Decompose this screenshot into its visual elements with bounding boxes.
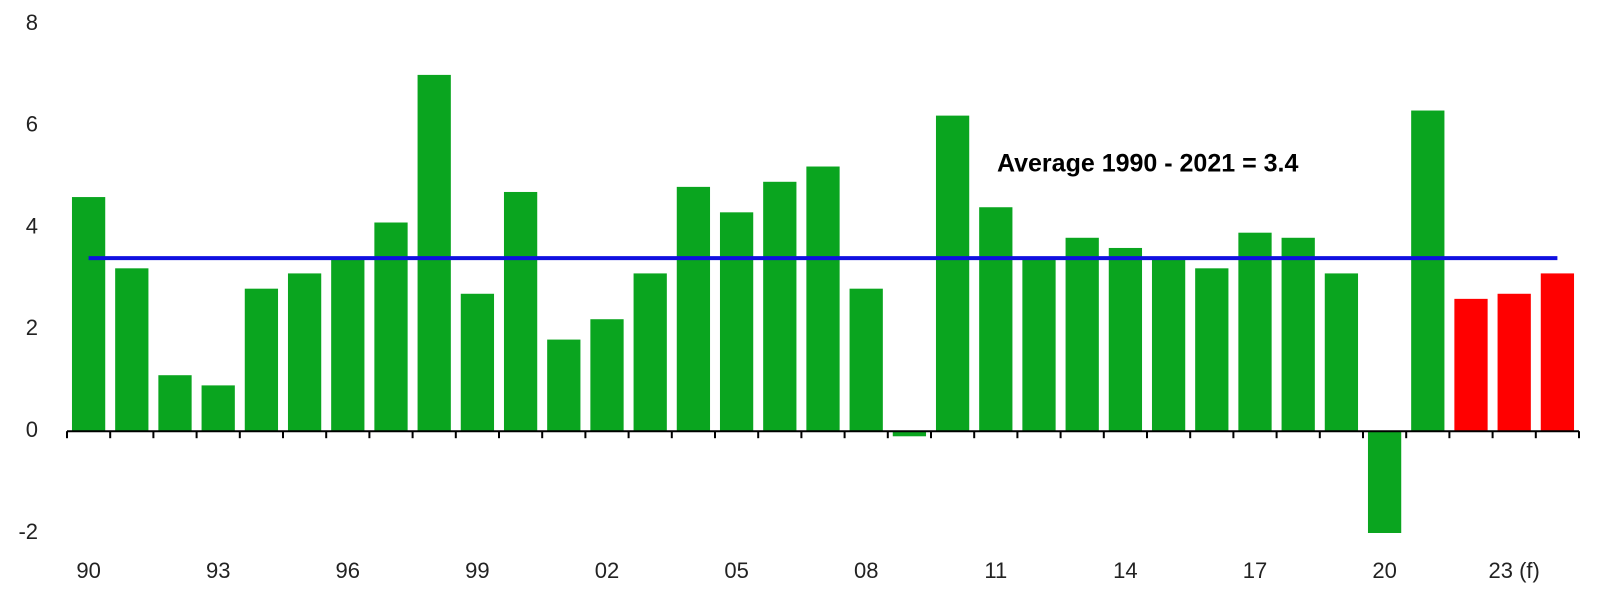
y-tick-label: 8 — [26, 10, 38, 35]
bar — [590, 319, 624, 432]
bar — [1367, 431, 1402, 533]
bar — [503, 191, 538, 432]
bar — [1454, 298, 1488, 432]
bar — [547, 339, 581, 432]
y-tick-label: 0 — [26, 417, 38, 442]
y-tick-label: -2 — [18, 519, 38, 544]
bar — [1108, 247, 1143, 432]
bar — [1411, 110, 1445, 432]
bar — [1151, 258, 1186, 432]
bar — [1281, 237, 1315, 432]
bar — [201, 385, 235, 432]
bar — [1022, 258, 1056, 432]
bar — [849, 288, 883, 432]
bar — [806, 166, 840, 432]
x-tick-label: 05 — [724, 558, 748, 583]
bar — [331, 258, 365, 432]
bar — [287, 273, 322, 432]
x-tick-label: 93 — [206, 558, 230, 583]
x-tick-label: 11 — [984, 558, 1007, 583]
y-tick-label: 6 — [26, 112, 38, 137]
x-tick-label: 96 — [336, 558, 360, 583]
x-tick-label: 17 — [1243, 558, 1267, 583]
bar — [1065, 237, 1099, 432]
x-tick-label: 14 — [1113, 558, 1137, 583]
x-tick-label: 90 — [76, 558, 100, 583]
bar — [71, 197, 106, 432]
bar — [719, 212, 754, 432]
y-tick-label: 2 — [26, 315, 38, 340]
x-tick-label: 20 — [1372, 558, 1396, 583]
bar — [244, 288, 279, 432]
bar — [374, 222, 408, 432]
bar — [417, 74, 451, 432]
bar — [763, 181, 797, 432]
x-tick-label: 23 (f) — [1489, 558, 1540, 583]
annotation: Average 1990 - 2021 = 3.4 — [997, 150, 1298, 178]
bar — [1324, 273, 1359, 432]
y-tick-label: 4 — [26, 213, 38, 238]
bar — [1238, 232, 1272, 432]
bar — [676, 186, 711, 432]
bar — [935, 115, 970, 432]
bar — [892, 431, 927, 437]
bar — [979, 207, 1013, 432]
bar — [115, 268, 149, 432]
x-tick-label: 08 — [854, 558, 878, 583]
bar — [460, 293, 495, 432]
bar — [1195, 268, 1229, 432]
x-tick-label: 02 — [595, 558, 619, 583]
bar — [1497, 293, 1531, 432]
bar — [158, 375, 192, 432]
bar — [1540, 273, 1575, 432]
x-tick-label: 99 — [465, 558, 489, 583]
bar — [633, 273, 667, 432]
